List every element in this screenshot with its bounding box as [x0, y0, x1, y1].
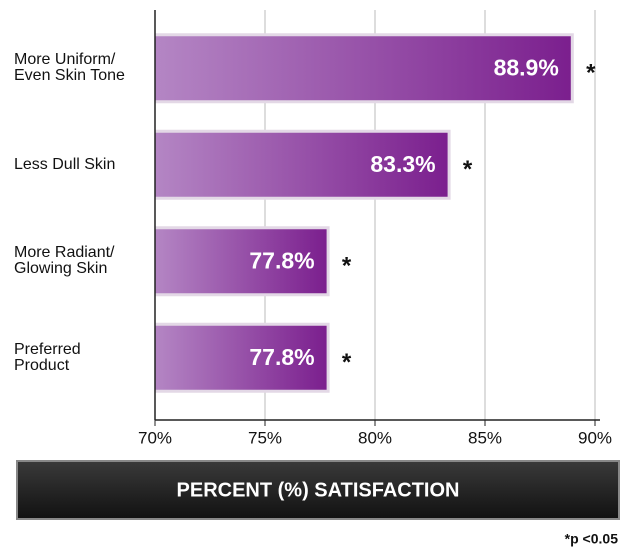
category-label: Preferred Product [14, 340, 81, 374]
x-label-box [16, 460, 620, 520]
x-tick-label: 80% [358, 428, 392, 447]
x-tick-label: 85% [468, 428, 502, 447]
value-label: 77.8% [249, 247, 314, 273]
x-axis-label: PERCENT (%) SATISFACTION [177, 479, 460, 501]
bar [155, 36, 571, 101]
x-tick-label: 90% [578, 428, 612, 447]
category-label: More Uniform/ Even Skin Tone [14, 51, 125, 85]
annotation: * [463, 156, 473, 183]
x-tick-label: 75% [248, 428, 282, 447]
bar [155, 325, 327, 390]
value-label: 83.3% [370, 151, 435, 177]
annotation: * [586, 60, 596, 87]
bar [155, 229, 327, 294]
footnote: *p <0.05 [565, 531, 619, 547]
value-label: 88.9% [494, 54, 559, 80]
value-label: 77.8% [249, 344, 314, 370]
category-label: More Radiant/ Glowing Skin [14, 244, 115, 278]
category-label: Less Dull Skin [14, 155, 116, 173]
annotation: * [342, 253, 352, 280]
annotation: * [342, 349, 352, 376]
x-tick-label: 70% [138, 428, 172, 447]
bar [155, 132, 448, 197]
